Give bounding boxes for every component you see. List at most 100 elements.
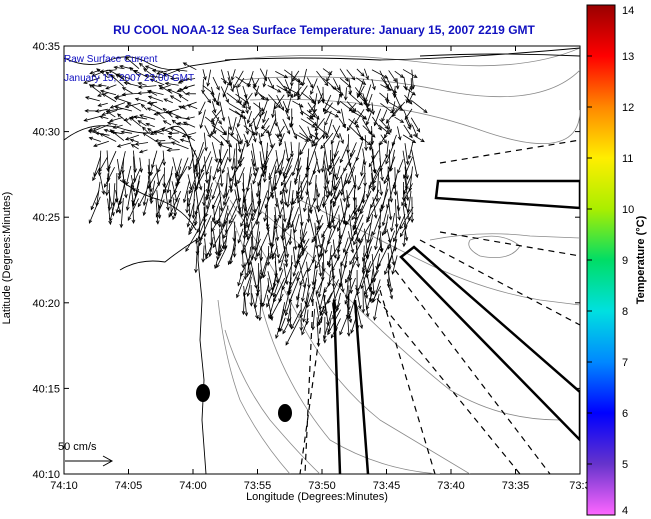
current-vector xyxy=(254,286,260,309)
current-vector xyxy=(284,79,293,98)
current-vector-head xyxy=(282,330,287,335)
current-vector xyxy=(402,150,408,179)
current-vector xyxy=(323,125,325,139)
current-vector xyxy=(277,125,285,138)
current-vector xyxy=(345,87,347,100)
current-vector xyxy=(89,69,101,74)
current-vector xyxy=(243,285,248,316)
current-vector xyxy=(110,102,126,109)
current-vector xyxy=(219,238,228,253)
current-vector-head xyxy=(317,293,322,298)
current-vector xyxy=(135,142,149,145)
current-vector xyxy=(346,101,357,112)
current-vector-head xyxy=(361,309,366,314)
current-vector xyxy=(300,118,316,128)
current-vector xyxy=(206,175,212,198)
current-vector xyxy=(328,156,340,175)
current-vector xyxy=(403,124,413,138)
current-vector xyxy=(354,221,360,242)
current-vector-head xyxy=(173,212,177,217)
current-vector-head xyxy=(147,95,153,100)
current-vector-head xyxy=(339,331,343,336)
current-vector xyxy=(95,108,108,112)
current-vector xyxy=(306,261,310,288)
current-vector xyxy=(244,95,251,110)
current-vector xyxy=(172,119,179,126)
current-vector-head xyxy=(309,84,314,89)
current-vector-head xyxy=(169,95,175,99)
current-vector xyxy=(188,175,198,194)
current-vector-head xyxy=(123,194,128,199)
current-vector-head xyxy=(147,128,152,132)
current-vector-head xyxy=(121,87,127,91)
current-vector xyxy=(279,149,286,176)
current-vector-head xyxy=(198,241,203,247)
current-vector xyxy=(299,302,308,318)
current-vector-head xyxy=(399,233,404,238)
y-tick-label: 40:25 xyxy=(32,212,60,224)
current-vector-head xyxy=(356,291,360,296)
current-vector-head xyxy=(278,259,282,264)
current-vector-head xyxy=(348,318,353,324)
current-vector-head xyxy=(254,284,258,290)
current-vector xyxy=(286,95,293,112)
current-vector xyxy=(336,165,341,180)
current-vector-head xyxy=(323,186,328,191)
current-vector-head xyxy=(327,330,331,336)
current-vector-head xyxy=(117,209,122,214)
current-vector xyxy=(318,270,325,298)
current-vector-head xyxy=(179,87,184,92)
current-vector-head xyxy=(383,139,387,144)
current-vector-head xyxy=(88,84,94,88)
current-vector-head xyxy=(285,341,290,346)
current-vector-head xyxy=(178,105,183,110)
y-tick-label: 40:15 xyxy=(32,383,60,395)
current-vector xyxy=(279,172,293,195)
current-vector xyxy=(405,117,411,130)
current-vector-head xyxy=(296,190,300,196)
x-tick-label: 74:05 xyxy=(115,480,143,492)
current-vector xyxy=(323,77,337,90)
current-vector-head xyxy=(379,208,383,213)
current-vector-head xyxy=(262,83,267,88)
current-vector xyxy=(139,114,156,120)
current-vector xyxy=(260,253,270,279)
current-vector-head xyxy=(346,126,351,132)
current-vector-head xyxy=(211,204,216,210)
current-vector-head xyxy=(391,270,396,275)
current-vector xyxy=(188,149,196,170)
current-vector-head xyxy=(214,251,219,256)
current-vector-head xyxy=(330,140,335,145)
current-vector-head xyxy=(97,172,102,177)
current-vector-head xyxy=(244,139,249,145)
current-vector-head xyxy=(309,208,313,213)
current-vector xyxy=(300,181,303,200)
current-vector xyxy=(168,190,182,218)
current-vector-head xyxy=(379,141,384,146)
current-vector xyxy=(228,244,237,265)
current-vector-head xyxy=(391,261,396,266)
current-vector xyxy=(183,84,195,89)
current-vector-head xyxy=(397,136,402,141)
current-vector xyxy=(256,229,270,257)
current-vector xyxy=(394,223,398,251)
current-vector-head xyxy=(353,231,358,236)
station-marker xyxy=(196,384,210,402)
current-vector xyxy=(280,183,285,205)
colorbar-tick-label: 12 xyxy=(622,102,634,114)
current-vector-head xyxy=(176,88,181,93)
current-vector xyxy=(187,104,198,110)
current-vector-head xyxy=(162,120,168,124)
current-vector xyxy=(130,139,139,143)
current-vector xyxy=(321,150,326,172)
current-vector-head xyxy=(109,105,115,109)
colorbar-tick-label: 8 xyxy=(622,306,628,318)
current-vector xyxy=(106,110,116,118)
current-vector xyxy=(242,253,244,268)
current-vector xyxy=(371,69,388,79)
current-vector xyxy=(89,126,101,131)
current-vector xyxy=(237,270,243,286)
current-vector-head xyxy=(188,230,192,236)
current-vector-head xyxy=(187,135,192,140)
current-vector-head xyxy=(182,198,187,204)
